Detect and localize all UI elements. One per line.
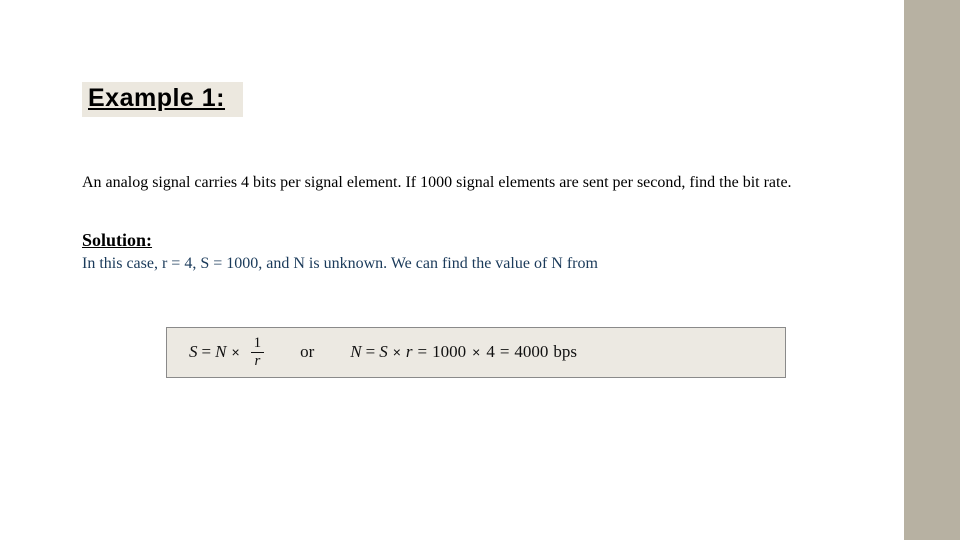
solution-label: Solution: — [82, 230, 870, 251]
equals-sign: = — [202, 342, 212, 362]
slide-content: Example 1: An analog signal carries 4 bi… — [0, 0, 960, 378]
times-sign-3: × — [472, 344, 480, 360]
formula-box: S = N × 1 r or N = S × r = 1000 × 4 = 40… — [166, 327, 786, 378]
var-r: r — [406, 342, 413, 362]
fraction: 1 r — [251, 336, 265, 369]
solution-explanation: In this case, r = 4, S = 1000, and N is … — [82, 255, 870, 273]
var-N: N — [215, 342, 226, 362]
equals-sign-3: = — [418, 342, 428, 362]
problem-statement: An analog signal carries 4 bits per sign… — [82, 173, 822, 194]
frac-denominator: r — [254, 353, 260, 369]
equals-sign-4: = — [500, 342, 510, 362]
equation-2: N = S × r = 1000 × 4 = 4000 bps — [350, 342, 577, 362]
times-sign-2: × — [393, 344, 401, 360]
result-4000: 4000 — [514, 342, 548, 362]
unit-bps: bps — [553, 342, 577, 362]
var-S: S — [189, 342, 198, 362]
example-heading: Example 1: — [82, 82, 243, 117]
or-text: or — [300, 342, 314, 362]
equals-sign-2: = — [366, 342, 376, 362]
val-1000: 1000 — [432, 342, 466, 362]
side-stripe — [904, 0, 960, 540]
frac-numerator: 1 — [251, 336, 265, 352]
heading-text: Example 1: — [88, 84, 225, 112]
times-sign: × — [231, 344, 239, 360]
var-N2: N — [350, 342, 361, 362]
var-S2: S — [379, 342, 388, 362]
val-4: 4 — [486, 342, 495, 362]
equation-1: S = N × 1 r — [189, 336, 264, 369]
